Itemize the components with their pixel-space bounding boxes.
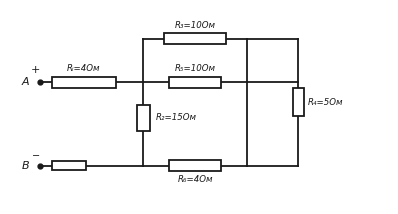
Text: R₅=10Ом: R₅=10Ом	[175, 64, 216, 73]
Text: Rᵢ=4Ом: Rᵢ=4Ом	[67, 64, 101, 73]
Text: R₂=15Ом: R₂=15Ом	[156, 113, 197, 122]
Text: R₃=10Ом: R₃=10Ом	[175, 21, 216, 30]
Bar	[169, 160, 221, 171]
Text: +: +	[31, 65, 40, 75]
Bar	[52, 160, 86, 171]
Bar	[164, 33, 226, 44]
Text: R₆=4Ом: R₆=4Ом	[177, 175, 213, 184]
Bar	[293, 88, 304, 116]
Text: R₄=5Ом: R₄=5Ом	[308, 98, 343, 107]
Text: B: B	[21, 160, 29, 171]
Bar	[52, 77, 116, 88]
Text: −: −	[31, 151, 40, 161]
Bar	[137, 105, 150, 131]
Text: A: A	[21, 77, 29, 87]
Bar	[169, 77, 221, 88]
